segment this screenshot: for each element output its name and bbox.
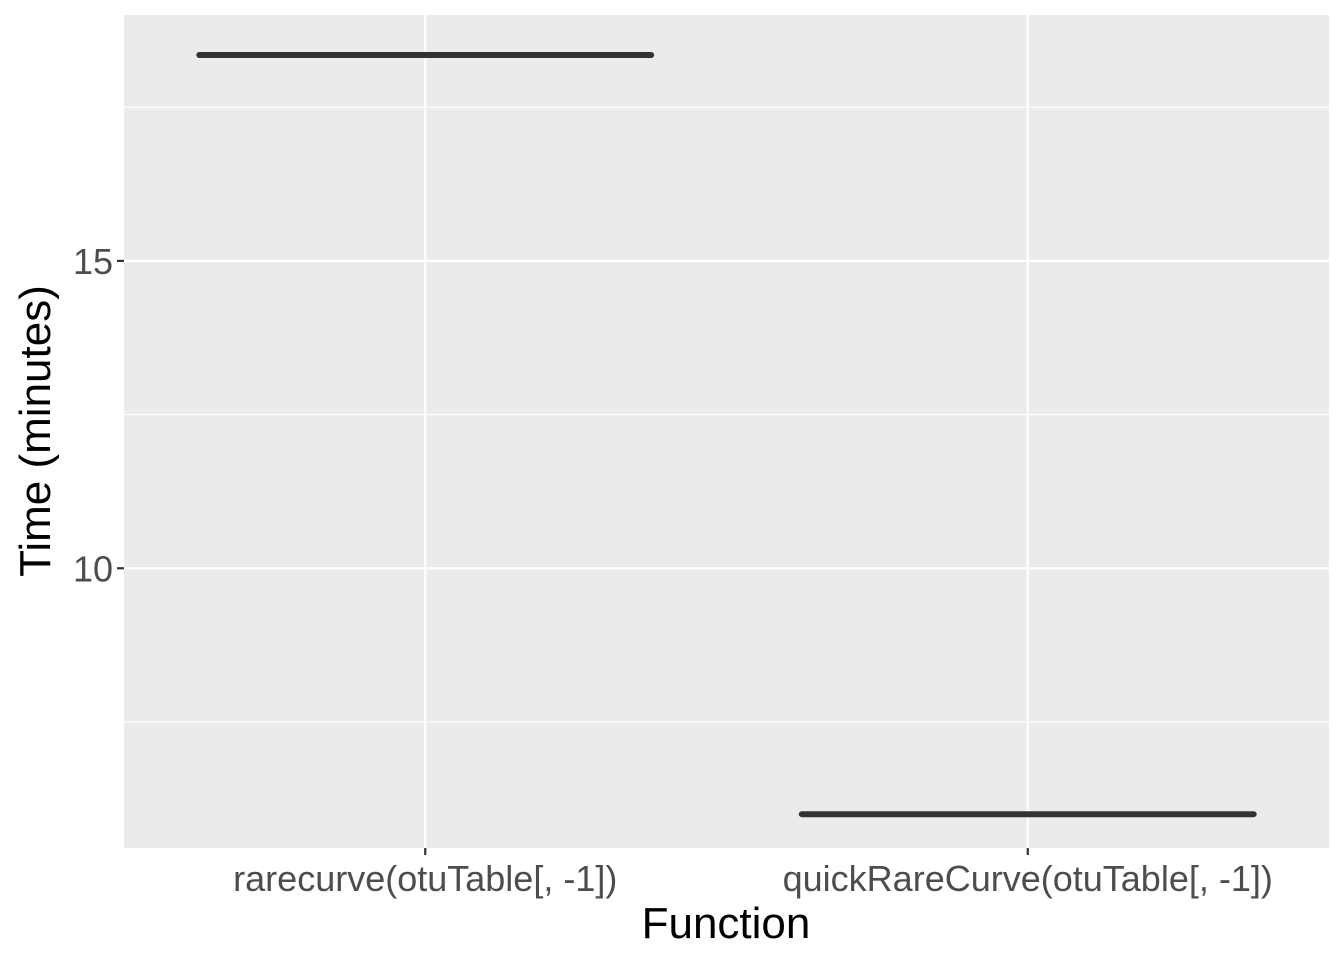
major-gridlines — [124, 15, 1329, 848]
minor-gridlines — [124, 106, 1329, 723]
x-tick-label: quickRareCurve(otuTable[, -1]) — [783, 858, 1273, 899]
box-marks — [196, 51, 1257, 818]
plot-panel — [124, 15, 1329, 848]
y-axis-title: Time (minutes) — [11, 285, 60, 577]
y-tick-label: 15 — [73, 241, 113, 282]
x-axis-title: Function — [642, 899, 811, 948]
y-tick-label: 10 — [73, 548, 113, 589]
x-axis: rarecurve(otuTable[, -1]) quickRareCurve(… — [233, 848, 1273, 899]
y-axis: 10 15 — [73, 241, 124, 589]
x-tick-label: rarecurve(otuTable[, -1]) — [233, 858, 617, 899]
